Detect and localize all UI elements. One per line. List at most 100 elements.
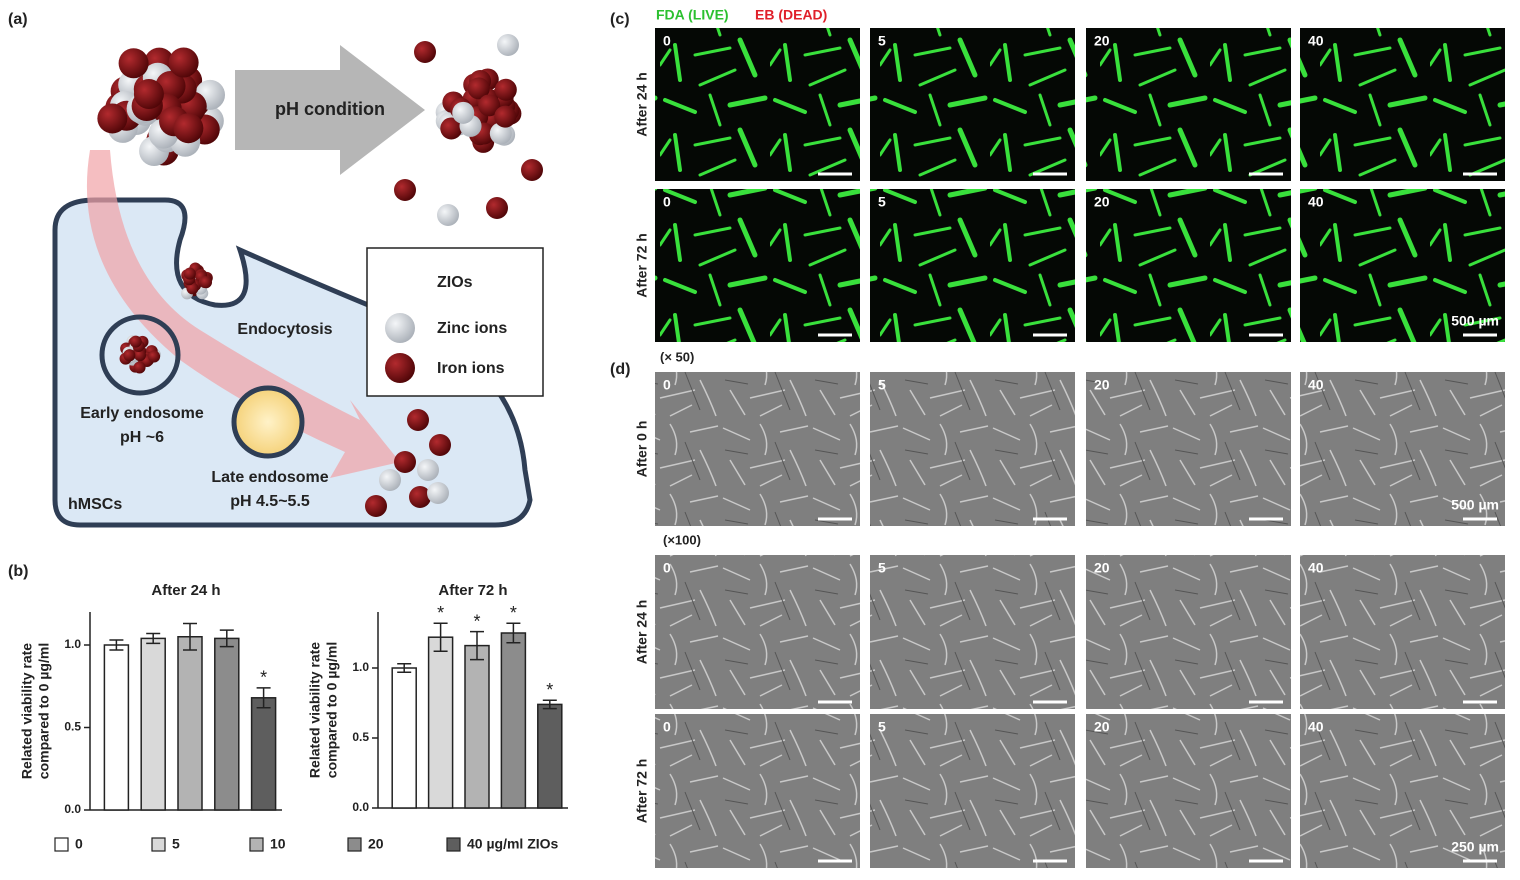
bar — [427, 636, 454, 809]
bar — [391, 667, 417, 809]
micrograph — [655, 28, 860, 181]
micrograph — [1086, 714, 1291, 868]
legend-iron — [385, 353, 415, 383]
y-tick-label: 1.0 — [352, 660, 369, 674]
y-axis-label: Related viability rate — [19, 643, 35, 779]
micrograph — [655, 714, 860, 868]
legend-label: ZIOs — [437, 274, 473, 291]
particle — [168, 47, 199, 78]
legend-swatch — [151, 837, 166, 852]
ion — [486, 197, 508, 219]
legend-swatch — [347, 837, 362, 852]
legend-swatch — [249, 837, 264, 852]
column-label: 5 — [878, 33, 886, 49]
micrograph — [870, 555, 1075, 709]
ion — [429, 434, 451, 456]
particle — [123, 349, 136, 362]
legend-label: 10 — [270, 836, 286, 852]
panel-label: (a) — [8, 11, 28, 28]
column-label: 20 — [1094, 33, 1110, 49]
late-endosome-label: Late endosome — [211, 469, 328, 486]
endocytosis-label: Endocytosis — [237, 321, 332, 338]
particle — [129, 335, 142, 348]
ion — [414, 41, 436, 63]
micrograph — [655, 372, 860, 526]
ion — [437, 204, 459, 226]
particle — [494, 78, 517, 101]
micrograph — [870, 372, 1075, 526]
particle — [452, 101, 475, 124]
row-label: After 0 h — [634, 421, 650, 478]
particle — [186, 282, 199, 295]
panel-label: (d) — [610, 361, 630, 378]
uptake-arrow — [86, 150, 401, 478]
y-axis-label: compared to 0 µg/ml — [36, 643, 52, 779]
late-endosome — [231, 385, 305, 459]
ion — [394, 451, 416, 473]
column-label: 5 — [878, 377, 886, 393]
error-bar — [146, 632, 161, 645]
column-label: 0 — [663, 377, 671, 393]
particle — [97, 103, 128, 134]
error-bar — [109, 639, 124, 651]
bar — [250, 697, 277, 811]
row-label: After 72 h — [634, 233, 650, 298]
ion — [417, 459, 439, 481]
legend-label: 20 — [368, 836, 384, 852]
y-tick-label: 0.0 — [352, 800, 369, 814]
condition-label: pH condition — [275, 99, 385, 119]
column-label: 20 — [1094, 560, 1110, 576]
ion — [394, 179, 416, 201]
particle — [478, 94, 501, 117]
column-label: 0 — [663, 560, 671, 576]
ion — [365, 495, 387, 517]
micrograph — [1300, 189, 1505, 342]
late-endosome-ph: pH 4.5~5.5 — [230, 493, 310, 510]
column-label: 5 — [878, 194, 886, 210]
particle — [494, 105, 517, 128]
column-label: 20 — [1094, 377, 1110, 393]
early-endosome — [99, 314, 181, 396]
y-tick-label: 1.0 — [64, 637, 81, 651]
y-axis-label: Related viability rate — [307, 642, 323, 778]
legend-swatch — [54, 837, 69, 852]
bar — [500, 632, 527, 809]
stain-live: FDA (LIVE) — [656, 7, 729, 23]
legend-swatch — [446, 837, 461, 852]
row-label: After 72 h — [634, 759, 650, 824]
column-label: 5 — [878, 560, 886, 576]
error-bar — [506, 622, 521, 644]
bar — [464, 644, 490, 809]
micrograph — [1086, 28, 1291, 181]
legend-label: Iron ions — [437, 360, 505, 377]
column-label: 40 — [1308, 377, 1324, 393]
row-label: After 24 h — [634, 600, 650, 665]
significance: * — [510, 603, 517, 623]
particle — [133, 361, 146, 374]
particle — [173, 113, 204, 144]
particle — [118, 48, 149, 79]
particle — [148, 350, 161, 363]
error-bar — [256, 687, 271, 709]
scale-label: 500 µm — [1451, 313, 1499, 329]
y-tick-label: 0.5 — [352, 730, 369, 744]
error-bar — [183, 622, 197, 651]
legend-zinc — [385, 313, 415, 343]
scale-label: 500 µm — [1451, 497, 1499, 513]
bar — [103, 644, 130, 811]
ion — [409, 486, 431, 508]
particle — [183, 267, 196, 280]
ion — [497, 34, 519, 56]
micrograph — [1300, 555, 1505, 709]
magnification: (×100) — [663, 532, 701, 547]
panel-label: (c) — [610, 11, 630, 28]
column-label: 40 — [1308, 560, 1324, 576]
ion — [427, 482, 449, 504]
significance: * — [260, 668, 267, 688]
ion — [521, 159, 543, 181]
particle — [200, 276, 213, 289]
early-endosome-ph: pH ~6 — [120, 429, 164, 446]
micrograph — [1086, 189, 1291, 342]
error-bar — [397, 663, 412, 673]
legend-label: 40 µg/ml ZIOs — [467, 836, 559, 852]
